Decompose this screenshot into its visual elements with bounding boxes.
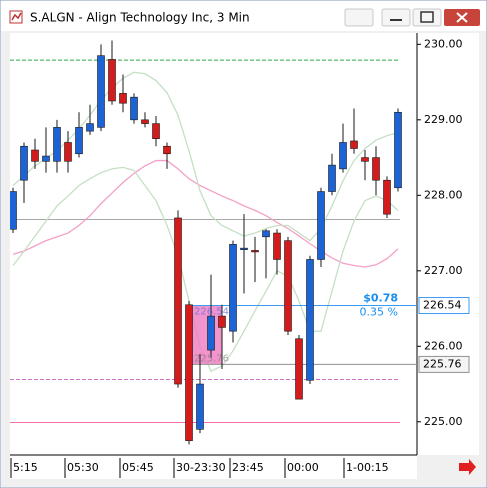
candle-body [317,191,325,260]
candle-body [185,304,193,441]
candle-body [350,140,358,149]
indicator-line [12,159,399,268]
candle-body [328,164,336,192]
candle-body [273,232,281,260]
y-tick-label: 225.00 [424,415,463,428]
candle-body [163,145,171,155]
maximize-icon [420,11,434,23]
link-button[interactable] [344,8,374,27]
y-tick-label: 228.00 [424,188,463,201]
y-tick-label: 227.00 [424,264,463,277]
price-marker-label: 225.76 [423,357,462,370]
measure-bottom-text: 225.76 [194,353,229,364]
candle-body [31,149,39,162]
x-tick-label: 23:45 [232,461,264,474]
candle-body [10,191,17,230]
close-icon [456,12,468,23]
candle-body [196,383,204,430]
candle-body [97,55,105,128]
x-tick-label: 30-23:30 [176,461,226,474]
plot: 226.54 225.76 [10,40,417,445]
x-tick-label: 1-00:15 [346,461,389,474]
candle-body [53,127,61,162]
measure-top-text: 226.54 [194,307,229,318]
price-marker-label: 226.54 [423,299,462,312]
candle-body [130,96,138,121]
candle-body [218,315,226,328]
measure-box [188,305,222,365]
candle-body [20,145,28,181]
axes: 225.00 226.00 227.00 228.00 229.00 230.00 5:15… [10,37,470,478]
candle-body [207,315,215,351]
minimize-button[interactable] [381,8,411,27]
x-tick-label: 5:15 [13,461,38,474]
candle-body [361,157,369,162]
scroll-right-arrow[interactable] [459,459,476,475]
price-axis [417,33,479,455]
candle-body [229,244,237,332]
candle-body [108,59,116,102]
x-tick-label: 00:00 [287,461,319,474]
maximize-button[interactable] [412,8,442,27]
candle-body [394,111,402,189]
price-marker [418,297,470,315]
y-tick-label: 230.00 [424,37,463,50]
candle-body [262,230,270,238]
time-axis [10,455,417,479]
measure-change: $0.78 [363,292,398,305]
candle-body [284,240,292,332]
candle-body [383,179,391,215]
price-marker [418,355,470,373]
candle-body [372,157,380,181]
candle-body [240,247,248,250]
candle-body [64,142,72,162]
y-tick-label: 229.00 [424,113,463,126]
candle-body [339,142,347,170]
candle-body [295,338,303,400]
candle-body [251,250,259,253]
candle-body [42,155,50,162]
candle-body [174,217,182,385]
candle-body [75,127,83,155]
window-title: S.ALGN - Align Technology Inc, 3 Min [30,11,250,25]
x-tick-label: 05:30 [67,461,99,474]
candle-body [152,123,160,139]
app-icon [9,10,23,24]
x-tick-label: 05:45 [122,461,154,474]
measure-percent: 0.35 % [360,306,398,319]
candle-body [306,259,314,381]
candle-body [119,93,127,104]
y-tick-label: 226.00 [424,339,463,352]
candle-body [86,123,94,132]
plot-area [10,33,417,455]
candle-body [141,119,149,124]
